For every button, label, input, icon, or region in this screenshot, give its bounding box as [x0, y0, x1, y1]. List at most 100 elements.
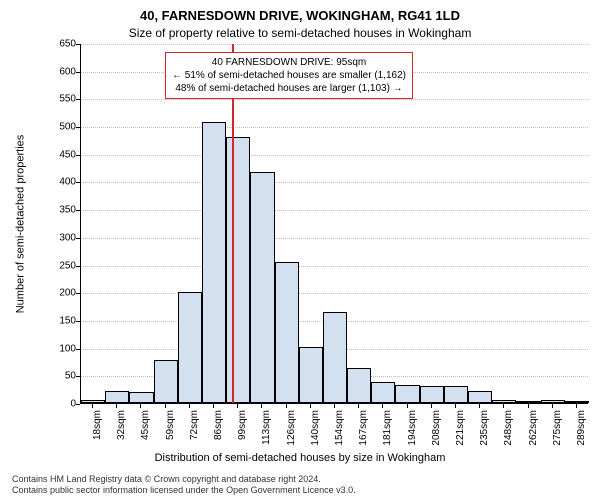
x-tick-label: 208sqm: [431, 410, 442, 450]
y-tick-label: 400: [46, 177, 76, 188]
y-tick-mark: [76, 210, 80, 211]
histogram-bar: [129, 392, 153, 403]
x-tick-mark: [213, 404, 214, 408]
x-tick-mark: [286, 404, 287, 408]
x-tick-label: 18sqm: [92, 410, 103, 450]
histogram-bar: [492, 400, 516, 403]
x-tick-label: 59sqm: [165, 410, 176, 450]
x-tick-label: 126sqm: [286, 410, 297, 450]
annotation-line: 40 FARNESDOWN DRIVE: 95sqm: [172, 56, 406, 69]
gridline: [81, 266, 588, 267]
y-tick-mark: [76, 182, 80, 183]
histogram-bar: [154, 360, 178, 403]
x-tick-mark: [92, 404, 93, 408]
y-tick-mark: [76, 127, 80, 128]
histogram-bar: [299, 347, 323, 403]
x-tick-mark: [431, 404, 432, 408]
x-tick-label: 72sqm: [189, 410, 200, 450]
y-tick-mark: [76, 155, 80, 156]
x-tick-label: 275sqm: [552, 410, 563, 450]
y-tick-label: 250: [46, 260, 76, 271]
y-tick-mark: [76, 349, 80, 350]
y-tick-mark: [76, 293, 80, 294]
gridline: [81, 238, 588, 239]
y-axis-label-text: Number of semi-detached properties: [14, 135, 26, 314]
x-tick-mark: [237, 404, 238, 408]
x-tick-label: 99sqm: [237, 410, 248, 450]
y-tick-mark: [76, 404, 80, 405]
x-tick-label: 113sqm: [261, 410, 272, 450]
x-tick-mark: [382, 404, 383, 408]
y-tick-label: 650: [46, 39, 76, 50]
y-tick-mark: [76, 72, 80, 73]
x-tick-label: 262sqm: [528, 410, 539, 450]
footer-line-2: Contains public sector information licen…: [12, 485, 356, 496]
x-tick-mark: [528, 404, 529, 408]
x-tick-mark: [503, 404, 504, 408]
histogram-bar: [395, 385, 419, 403]
y-tick-label: 0: [46, 399, 76, 410]
x-tick-mark: [407, 404, 408, 408]
x-tick-mark: [310, 404, 311, 408]
x-tick-mark: [455, 404, 456, 408]
annotation-line: ← 51% of semi-detached houses are smalle…: [172, 69, 406, 82]
footer: Contains HM Land Registry data © Crown c…: [12, 474, 356, 496]
y-tick-label: 600: [46, 66, 76, 77]
x-tick-label: 45sqm: [140, 410, 151, 450]
gridline: [81, 182, 588, 183]
y-tick-label: 50: [46, 371, 76, 382]
histogram-bar: [565, 401, 589, 403]
x-tick-label: 221sqm: [455, 410, 466, 450]
histogram-bar: [178, 292, 202, 403]
y-tick-mark: [76, 44, 80, 45]
x-tick-mark: [140, 404, 141, 408]
histogram-bar: [275, 262, 299, 403]
histogram-bar: [371, 382, 395, 403]
x-tick-mark: [334, 404, 335, 408]
histogram-bar: [323, 312, 347, 403]
y-tick-label: 350: [46, 205, 76, 216]
x-tick-mark: [479, 404, 480, 408]
y-tick-mark: [76, 376, 80, 377]
chart-area: 40 FARNESDOWN DRIVE: 95sqm← 51% of semi-…: [52, 44, 588, 436]
histogram-bar: [226, 137, 250, 403]
x-tick-mark: [576, 404, 577, 408]
y-tick-mark: [76, 321, 80, 322]
y-tick-label: 200: [46, 288, 76, 299]
x-tick-label: 181sqm: [382, 410, 393, 450]
gridline: [81, 44, 588, 45]
y-tick-label: 450: [46, 149, 76, 160]
gridline: [81, 127, 588, 128]
footer-line-1: Contains HM Land Registry data © Crown c…: [12, 474, 356, 485]
page: 40, FARNESDOWN DRIVE, WOKINGHAM, RG41 1L…: [0, 0, 600, 500]
gridline: [81, 210, 588, 211]
plot-region: 40 FARNESDOWN DRIVE: 95sqm← 51% of semi-…: [80, 44, 588, 404]
y-tick-mark: [76, 99, 80, 100]
x-tick-label: 86sqm: [213, 410, 224, 450]
annotation-box: 40 FARNESDOWN DRIVE: 95sqm← 51% of semi-…: [165, 52, 413, 99]
x-tick-label: 289sqm: [576, 410, 587, 450]
x-tick-label: 194sqm: [407, 410, 418, 450]
histogram-bar: [81, 400, 105, 403]
x-tick-label: 235sqm: [479, 410, 490, 450]
x-tick-label: 248sqm: [503, 410, 514, 450]
y-tick-label: 500: [46, 122, 76, 133]
y-axis-label: Number of semi-detached properties: [12, 44, 28, 404]
histogram-bar: [105, 391, 129, 403]
x-tick-mark: [552, 404, 553, 408]
gridline: [81, 293, 588, 294]
x-tick-mark: [116, 404, 117, 408]
histogram-bar: [468, 391, 492, 403]
x-tick-mark: [189, 404, 190, 408]
gridline: [81, 155, 588, 156]
y-tick-label: 100: [46, 343, 76, 354]
histogram-bar: [347, 368, 371, 403]
x-axis-label: Distribution of semi-detached houses by …: [0, 452, 600, 464]
x-tick-mark: [165, 404, 166, 408]
x-tick-label: 154sqm: [334, 410, 345, 450]
histogram-bar: [202, 122, 226, 403]
x-tick-label: 32sqm: [116, 410, 127, 450]
y-tick-mark: [76, 238, 80, 239]
y-tick-label: 300: [46, 232, 76, 243]
title-line-2: Size of property relative to semi-detach…: [0, 26, 600, 40]
